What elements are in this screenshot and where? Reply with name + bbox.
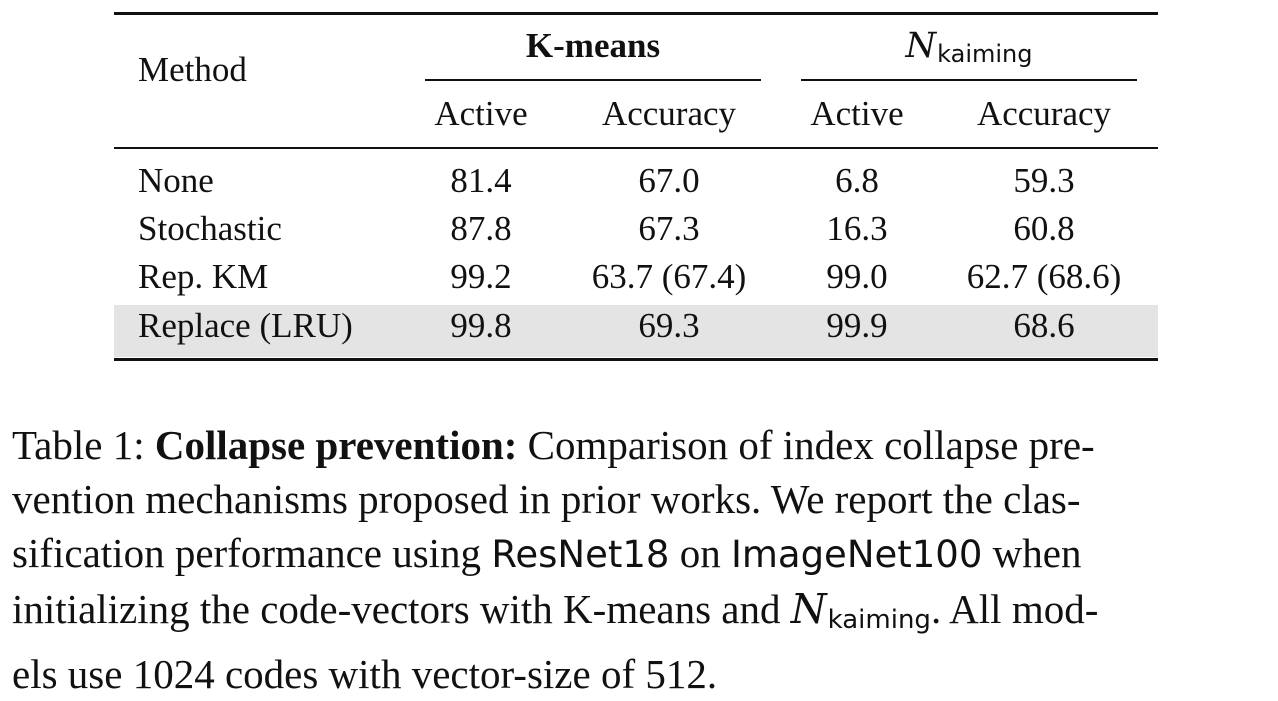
header-kmeans-active: Active <box>434 94 528 133</box>
caption-text: . All mod- <box>930 586 1099 632</box>
caption-text: initializing the code-vectors with K-mea… <box>12 586 781 632</box>
row-method: None <box>138 161 214 200</box>
caption-dataset-name: ImageNet100 <box>730 533 983 576</box>
caption-line: initializing the code-vectors with K-mea… <box>12 582 1270 647</box>
row-kmeans-accuracy: 67.3 <box>638 209 700 248</box>
caption-title: Collapse prevention: <box>154 422 518 468</box>
caption-text: sification performance using <box>12 530 482 576</box>
row-kaiming-accuracy: 68.6 <box>1013 306 1075 345</box>
row-kaiming-active: 16.3 <box>826 209 888 248</box>
header-kmeans-accuracy: Accuracy <box>601 94 737 133</box>
kaiming-symbol: N <box>905 26 937 66</box>
caption-line: sification performance using ResNet18 on… <box>12 526 1270 582</box>
row-kaiming-accuracy: 60.8 <box>1013 209 1075 248</box>
table-caption: Table 1: Collapse prevention: Comparison… <box>12 418 1270 701</box>
row-kaiming-accuracy: 62.7 (68.6) <box>966 257 1122 296</box>
row-kaiming-active: 99.9 <box>826 306 888 345</box>
table-top-rule <box>114 12 1158 15</box>
row-kmeans-accuracy: 67.0 <box>638 161 700 200</box>
header-kaiming-active: Active <box>810 94 904 133</box>
row-kmeans-active: 99.8 <box>450 306 512 345</box>
row-kaiming-accuracy: 59.3 <box>1013 161 1075 200</box>
header-kmeans: K-means <box>525 26 661 65</box>
results-table: Method K-means Nkaiming Active Accuracy … <box>114 12 1158 362</box>
row-kmeans-accuracy: 63.7 (67.4) <box>591 257 747 296</box>
caption-line: vention mechanisms proposed in prior wor… <box>12 476 1081 522</box>
header-kaiming-accuracy: Accuracy <box>976 94 1112 133</box>
table-bottom-rule <box>114 358 1158 361</box>
caption-label: Table 1: <box>12 422 145 468</box>
row-kaiming-active: 6.8 <box>835 161 879 200</box>
caption-line: els use 1024 codes with vector-size of 5… <box>12 651 718 697</box>
row-method: Replace (LRU) <box>138 306 353 345</box>
caption-text: when <box>992 530 1082 576</box>
row-kmeans-active: 81.4 <box>450 161 512 200</box>
row-kmeans-active: 87.8 <box>450 209 512 248</box>
row-kaiming-active: 99.0 <box>826 257 888 296</box>
caption-kaiming-subscript: kaiming <box>827 605 931 635</box>
kaiming-group-rule <box>801 79 1137 81</box>
kaiming-subscript: kaiming <box>937 40 1033 68</box>
caption-text: Comparison of index collapse pre- <box>527 422 1095 468</box>
row-method: Rep. KM <box>138 257 269 296</box>
caption-text: on <box>679 530 721 576</box>
kmeans-group-rule <box>425 79 761 81</box>
caption-model-name: ResNet18 <box>491 533 670 576</box>
row-kmeans-accuracy: 69.3 <box>638 306 700 345</box>
table-header-rule <box>114 147 1158 149</box>
row-method: Stochastic <box>138 209 282 248</box>
caption-kaiming-symbol: N <box>790 585 827 633</box>
caption-line: Table 1: Collapse prevention: Comparison… <box>12 418 1270 472</box>
highlighted-row-background <box>114 305 1158 357</box>
header-method: Method <box>138 50 247 89</box>
row-kmeans-active: 99.2 <box>450 257 512 296</box>
header-kaiming: Nkaiming <box>906 26 1033 74</box>
